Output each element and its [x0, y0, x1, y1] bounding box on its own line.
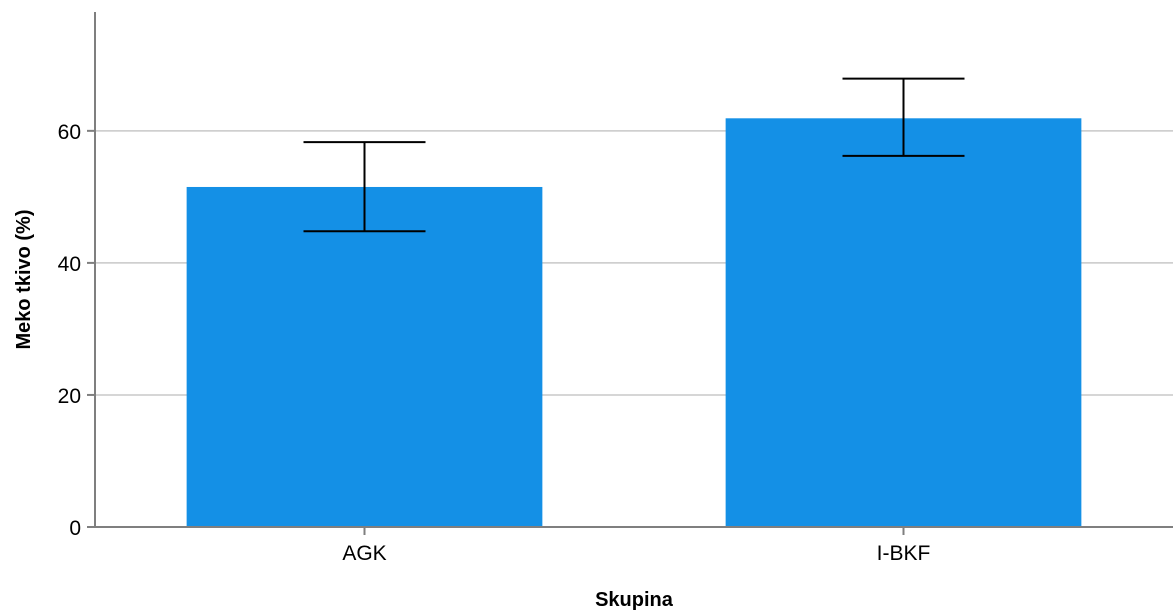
error-bar — [303, 141, 426, 233]
bars — [186, 118, 1082, 528]
bar-agk — [186, 186, 543, 527]
bar-i-bkf — [725, 118, 1082, 528]
y-tick-label: 0 — [69, 517, 81, 540]
x-tick-labels: AGK I-BKF — [342, 527, 930, 565]
x-tick-label: I-BKF — [877, 542, 931, 565]
y-tick-label: 40 — [58, 253, 81, 276]
y-tick-labels: 0 20 40 60 — [58, 121, 95, 540]
axes — [94, 12, 1173, 528]
y-tick-label: 60 — [58, 121, 81, 144]
y-tick-label: 20 — [58, 385, 81, 408]
x-axis-title: Skupina — [595, 589, 674, 611]
error-bar — [842, 77, 965, 157]
x-tick-label: AGK — [342, 542, 386, 565]
error-bars — [303, 77, 965, 233]
y-axis-title: Meko tkivo (%) — [13, 209, 35, 349]
